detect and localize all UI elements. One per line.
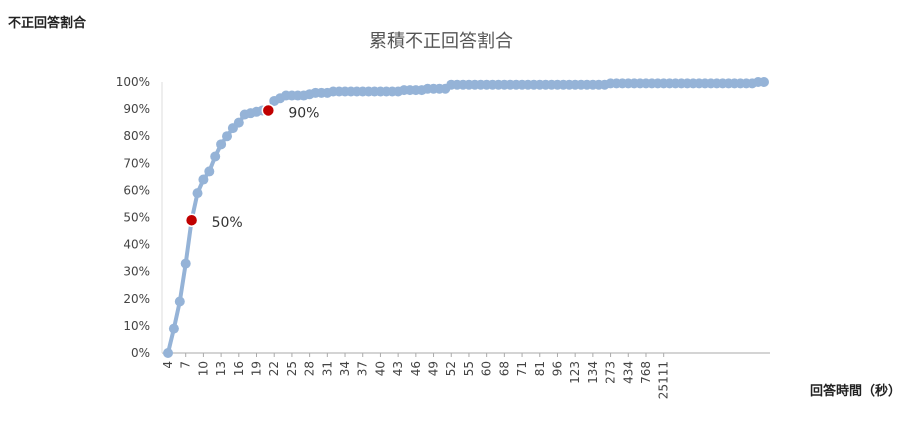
y-tick-labels: 0% 10% 20% 30% 40% 50% 60% 70% 80% 90% 100%	[116, 75, 150, 360]
x-tick-label: 4	[161, 361, 175, 369]
x-tick-label: 46	[409, 361, 423, 376]
y-tick-label: 60%	[123, 183, 150, 197]
x-tick-label: 37	[356, 361, 370, 376]
chart-title: 累積不正回答割合	[369, 31, 513, 52]
y-tick-label: 90%	[123, 102, 150, 116]
x-tick-label: 43	[391, 361, 405, 376]
data-point	[168, 323, 179, 334]
data-point	[216, 139, 227, 150]
data-point	[180, 258, 191, 269]
x-tick-label: 31	[320, 361, 334, 376]
x-tick-label: 22	[267, 361, 281, 376]
data-point	[204, 166, 215, 177]
x-tick-label: 25111	[657, 361, 671, 399]
x-tick-label: 28	[303, 361, 317, 376]
y-tick-label: 20%	[123, 292, 150, 306]
data-point	[210, 151, 221, 162]
data-point	[233, 117, 244, 128]
x-tick-label: 81	[533, 361, 547, 376]
y-tick-label: 0%	[131, 346, 150, 360]
x-tick-label: 134	[586, 361, 600, 384]
highlight-label: 50%	[212, 215, 243, 231]
x-tick-label: 71	[515, 361, 529, 376]
x-tick-label: 434	[621, 361, 635, 384]
data-point	[174, 296, 185, 307]
highlight-point	[261, 103, 276, 118]
x-tick-label: 96	[550, 361, 564, 376]
x-tick-label: 55	[462, 361, 476, 376]
highlight-label: 90%	[288, 105, 319, 121]
axes	[161, 82, 770, 354]
x-tick-label: 60	[480, 361, 494, 376]
x-tick-label: 13	[214, 361, 228, 376]
x-tick-label: 273	[604, 361, 618, 384]
x-tick-label: 52	[444, 361, 458, 376]
series-line	[166, 80, 764, 354]
x-tick-label: 16	[232, 361, 246, 376]
x-tick-label: 19	[250, 361, 264, 376]
x-tick-labels: 4 7 10 13 16 19 22 25 28 31 34 37 40 43 46 49 52 55 60 68 71…	[161, 353, 671, 399]
y-tick-label: 100%	[116, 75, 150, 89]
x-tick-label: 123	[568, 361, 582, 384]
series	[163, 77, 769, 358]
x-tick-label: 768	[639, 361, 653, 384]
x-tick-label: 7	[179, 361, 193, 369]
y-tick-label: 10%	[123, 319, 150, 333]
highlights: 50% 90%	[184, 103, 319, 231]
highlight-point	[184, 213, 199, 227]
data-point	[163, 348, 173, 358]
y-axis-label: 不正回答割合	[8, 15, 87, 31]
x-tick-label: 49	[427, 361, 441, 376]
x-tick-label: 68	[497, 361, 511, 376]
x-tick-label: 40	[373, 361, 387, 376]
y-tick-label: 40%	[123, 238, 150, 252]
data-point	[198, 174, 209, 185]
x-axis-label: 回答時間（秒）	[810, 383, 901, 399]
data-point	[759, 77, 769, 87]
x-tick-label: 34	[338, 361, 352, 376]
data-point	[192, 188, 203, 199]
data-point	[222, 131, 233, 142]
x-tick-label: 25	[285, 361, 299, 376]
y-tick-label: 70%	[123, 156, 150, 170]
y-tick-label: 50%	[123, 211, 150, 225]
y-tick-label: 30%	[123, 265, 150, 279]
y-tick-label: 80%	[123, 129, 150, 143]
x-tick-label: 10	[196, 361, 210, 376]
